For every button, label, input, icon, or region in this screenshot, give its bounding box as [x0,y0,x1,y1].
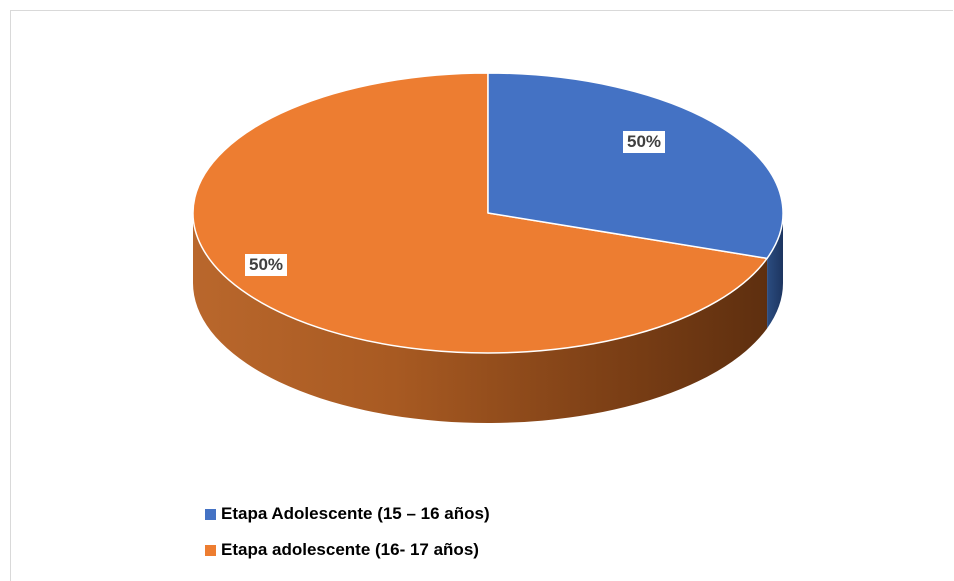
data-label-slice-1: 50% [623,131,666,153]
slice-2-top [192,72,768,354]
slice-side-blue [767,213,783,329]
data-label-slice-2: 50% [245,254,288,276]
legend-label: Etapa adolescente (16- 17 años) [221,540,479,559]
legend-item-etapa-16-17: Etapa adolescente (16- 17 años) [205,539,490,561]
legend-label: Etapa Adolescente (15 – 16 años) [221,504,490,523]
slice-side-orange [193,213,768,424]
legend-swatch-blue [205,508,216,520]
legend-item-etapa-15-16: Etapa Adolescente (15 – 16 años) [205,503,490,525]
legend-swatch-orange [205,544,216,556]
legend: Etapa Adolescente (15 – 16 años) Etapa a… [205,503,490,575]
slice-1-top [487,72,784,260]
